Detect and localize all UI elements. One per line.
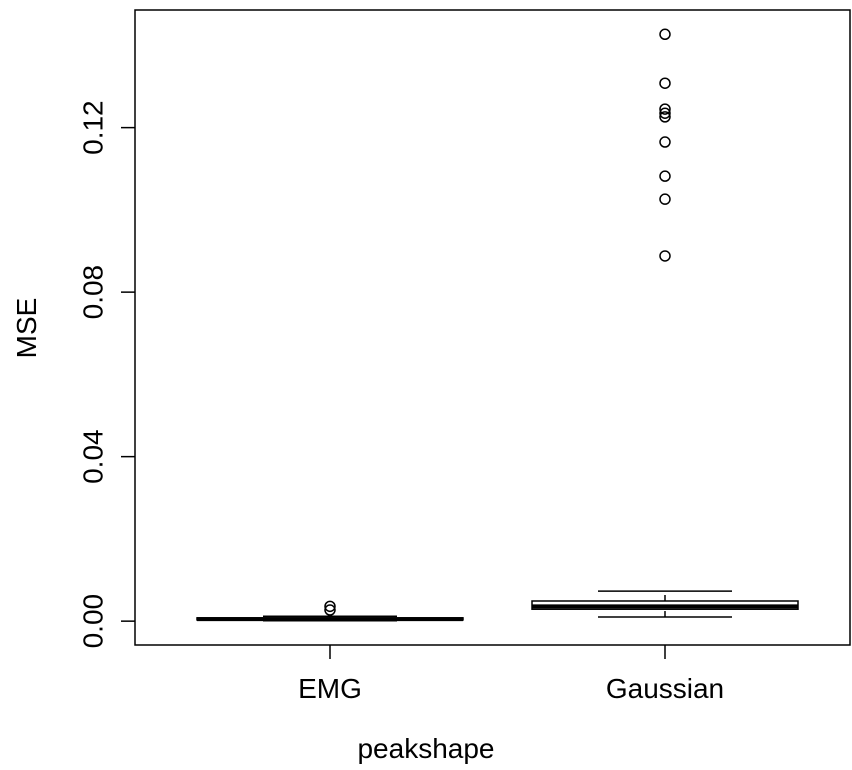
outlier	[659, 107, 671, 119]
y-tick-label: 0.00	[77, 594, 108, 649]
outlier	[659, 103, 671, 115]
y-tick-label: 0.04	[77, 429, 108, 484]
y-tick-label: 0.12	[77, 100, 108, 154]
plot-frame	[134, 9, 851, 646]
x-tick-label: EMG	[298, 673, 362, 704]
y-tick-label: 0.08	[77, 265, 108, 320]
outlier	[659, 111, 671, 123]
x-tick-label: Gaussian	[606, 673, 724, 704]
outlier	[659, 170, 671, 182]
outlier	[659, 250, 671, 262]
outlier	[324, 600, 336, 613]
y-axis-label: MSE	[11, 298, 42, 359]
outlier	[659, 28, 671, 41]
x-axis-label: peakshape	[357, 733, 494, 764]
outlier	[324, 604, 336, 616]
outlier	[659, 77, 671, 89]
outlier	[659, 136, 671, 148]
outlier	[659, 193, 671, 205]
